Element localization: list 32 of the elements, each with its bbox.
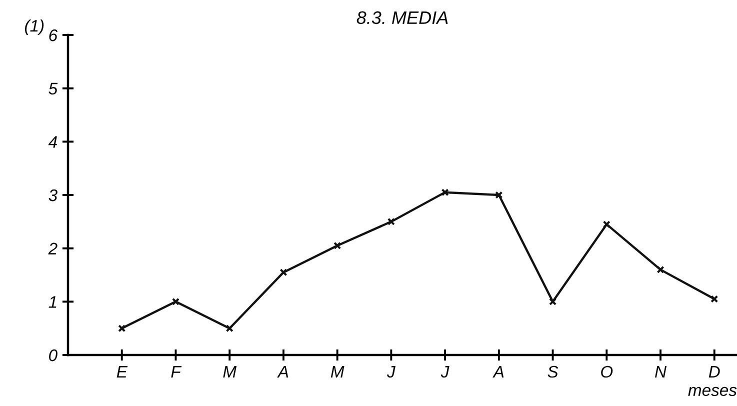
x-axis-title: meses (688, 386, 737, 396)
y-tick-label: 4 (48, 136, 57, 148)
point (495, 191, 503, 199)
y-tick-label: 0 (49, 349, 58, 362)
y-axis-title: (1) (25, 19, 44, 35)
point (441, 188, 449, 196)
x-tick-label: M (223, 366, 237, 378)
chart-title: 8.3. MEDIA (356, 11, 448, 24)
point (548, 298, 557, 306)
x-tick-label: A (492, 366, 504, 378)
x-tick-label: E (116, 366, 128, 378)
y-tick-label: 1 (48, 296, 56, 308)
y-tick-label: 2 (48, 242, 58, 254)
x-tick-label: N (655, 366, 667, 378)
x-tick-label: J (386, 366, 396, 378)
x-tick-label: O (601, 366, 613, 378)
y-tick-label: 6 (49, 29, 58, 42)
point (226, 324, 234, 332)
point (334, 242, 342, 250)
point (387, 218, 396, 226)
point (280, 268, 288, 276)
y-tick-label: 3 (48, 189, 58, 202)
point (602, 220, 610, 228)
x-tick-label: M (330, 366, 344, 378)
point (172, 298, 180, 306)
x-tick-label: F (171, 366, 182, 378)
x-tick-label: J (440, 366, 450, 378)
x-tick-label: A (277, 366, 288, 378)
x-tick-label: D (708, 366, 720, 378)
x-tick-label: S (548, 366, 558, 378)
y-tick-label: 5 (48, 82, 58, 95)
point (656, 266, 664, 274)
